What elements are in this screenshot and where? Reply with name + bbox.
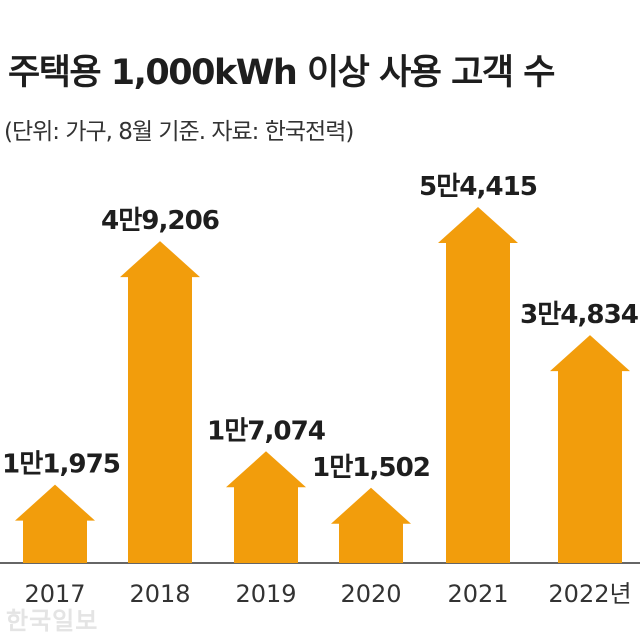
value-label-2022년: 3만4,834	[520, 300, 638, 330]
publisher-watermark: 한국일보	[6, 607, 99, 635]
bar-arrow-2020	[331, 487, 411, 563]
bar-arrow-2018	[120, 241, 200, 563]
value-label-2021: 5만4,415	[419, 172, 537, 202]
bar-arrow-2019	[226, 451, 306, 563]
x-tick-label-2020: 2020	[340, 580, 401, 608]
x-tick-label-2018: 2018	[129, 580, 190, 608]
x-tick-label-2021: 2021	[447, 580, 508, 608]
bar-arrow-2021	[438, 207, 518, 563]
value-label-2017: 1만1,975	[2, 450, 120, 480]
value-label-2019: 1만7,074	[207, 416, 325, 446]
x-tick-label-2019: 2019	[235, 580, 296, 608]
chart-title: 주택용 1,000kWh 이상 사용 고객 수	[8, 53, 555, 93]
x-tick-label-2022년: 2022년	[548, 580, 631, 608]
value-label-2018: 4만9,206	[101, 206, 219, 236]
bar-arrow-2017	[15, 484, 95, 563]
value-label-2020: 1만1,502	[312, 453, 430, 483]
bar-arrow-2022년	[550, 335, 630, 563]
x-tick-label-2017: 2017	[24, 580, 85, 608]
chart-subtitle: (단위: 가구, 8월 기준. 자료: 한국전력)	[4, 119, 354, 145]
